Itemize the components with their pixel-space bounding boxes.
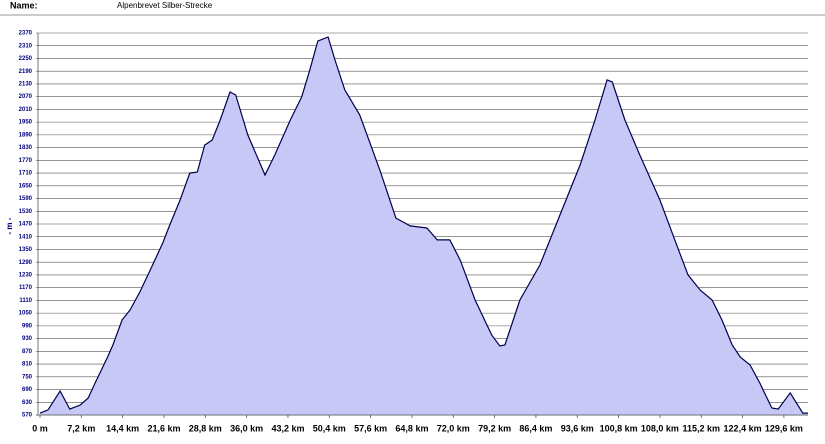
x-tick-label: 57,6 km [354, 423, 387, 433]
x-tick-label: 100,8 km [600, 423, 638, 433]
x-tick-label: 43,2 km [271, 423, 304, 433]
x-tick-label: 50,4 km [313, 423, 346, 433]
x-tick-label: 28,8 km [189, 423, 222, 433]
y-tick-label: 1830 [19, 145, 33, 151]
y-tick-label: 1770 [19, 158, 33, 164]
y-tick-label: 2250 [19, 56, 33, 62]
y-tick-label: 1350 [19, 247, 33, 253]
x-tick-label: 21,6 km [147, 423, 180, 433]
y-tick-label: 1590 [19, 196, 33, 202]
x-tick-label: 108,0 km [641, 423, 679, 433]
elevation-area [40, 37, 808, 415]
y-tick-label: 1230 [19, 273, 33, 279]
x-tick-label: 36,0 km [230, 423, 263, 433]
y-tick-label: 1110 [19, 298, 32, 304]
x-tick-label: 79,2 km [478, 423, 511, 433]
x-tick-label: 93,6 km [561, 423, 594, 433]
y-tick-label: 1530 [19, 209, 33, 215]
y-tick-label: 1050 [19, 311, 33, 317]
x-tick-label: 72,0 km [437, 423, 470, 433]
y-tick-label: 1170 [19, 285, 33, 291]
y-tick-label: 2190 [19, 69, 33, 75]
x-tick-label: 7,2 km [67, 423, 95, 433]
name-label: Name: [10, 0, 38, 10]
y-tick-label: 690 [22, 387, 33, 393]
x-tick-label: 14,4 km [106, 423, 139, 433]
name-value: Alpenbrevet Silber-Strecke [117, 1, 213, 10]
x-tick-label: 86,4 km [519, 423, 552, 433]
y-axis-label: - m - [5, 217, 14, 234]
y-tick-label: 1410 [19, 234, 33, 240]
y-tick-label: 750 [22, 374, 33, 380]
x-tick-label: 64,8 km [395, 423, 428, 433]
x-tick-label: 115,2 km [682, 423, 720, 433]
x-tick-label: 129,6 km [765, 423, 803, 433]
y-tick-label: 1290 [19, 260, 33, 266]
chart: Name: Alpenbrevet Silber-Strecke - m - 5… [0, 0, 825, 439]
y-tick-label: 870 [22, 349, 33, 355]
y-tick-label: 1470 [19, 222, 33, 228]
y-tick-label: 2130 [19, 82, 33, 88]
x-tick-label: 0 m [32, 423, 48, 433]
x-tick-label: 122,4 km [724, 423, 762, 433]
y-tick-label: 2010 [19, 107, 33, 113]
y-tick-label: 630 [22, 400, 33, 406]
y-tick-label: 1710 [19, 171, 33, 177]
y-tick-label: 2370 [19, 31, 33, 37]
y-tick-label: 990 [22, 323, 33, 329]
y-tick-label: 570 [22, 413, 33, 419]
y-tick-label: 1890 [19, 132, 33, 138]
y-tick-label: 2310 [19, 43, 33, 49]
y-tick-label: 1650 [19, 183, 33, 189]
y-tick-label: 1950 [19, 120, 33, 126]
y-tick-label: 930 [22, 336, 33, 342]
y-tick-label: 2070 [19, 94, 33, 100]
page: Name: Alpenbrevet Silber-Strecke - m - 5… [0, 0, 825, 444]
y-tick-label: 810 [22, 362, 33, 368]
